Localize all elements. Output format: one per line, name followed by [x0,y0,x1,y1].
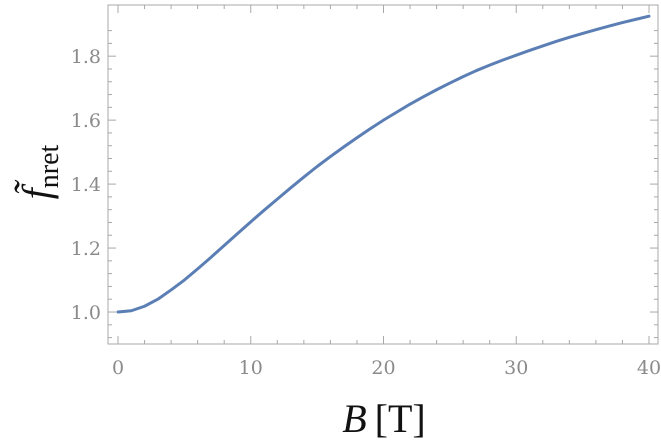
data-point [608,25,610,27]
data-point [250,221,252,223]
y-tick-label: 1.4 [71,174,101,196]
data-point [436,89,438,91]
y-tick-label: 1.6 [71,110,101,132]
x-axis-title: B [T] [342,396,426,441]
data-point [144,305,146,307]
data-point [409,103,411,105]
data-point [117,311,119,313]
y-tick-label: 1.0 [71,302,101,324]
data-point [396,111,398,113]
data-point [422,96,424,98]
y-axis-subscript: nret [34,144,65,188]
data-point [621,22,623,24]
x-tick-label: 0 [112,357,124,379]
data-point [130,310,132,312]
data-point [462,76,464,78]
series-points [117,15,650,313]
x-tick-label: 10 [239,357,263,379]
data-point [210,256,212,258]
x-tick-label: 40 [637,357,661,379]
data-point [157,298,159,300]
data-point [648,15,650,17]
x-axis-symbol: B [342,396,366,441]
y-tick-labels: 1.0 1.2 1.4 1.6 1.8 [71,46,101,324]
data-point [343,146,345,148]
data-point [502,59,504,61]
data-point [170,289,172,291]
data-point [542,45,544,47]
y-tick-label: 1.8 [71,46,101,68]
data-point [276,198,278,200]
x-axis-unit: [T] [375,396,426,441]
data-point [529,49,531,51]
data-point [223,244,225,246]
data-point [329,156,331,158]
data-point [449,82,451,84]
data-point [582,32,584,34]
data-point [183,279,185,281]
data-point [555,40,557,42]
data-point [356,137,358,139]
data-point [515,54,517,56]
plot-frame [107,4,659,345]
data-point [635,18,637,20]
data-point [369,128,371,130]
data-point [568,36,570,38]
data-point [383,119,384,121]
y-tick-label: 1.2 [71,238,101,260]
series-line [116,14,651,314]
x-tick-labels: 0 10 20 30 40 [112,357,661,379]
data-point [197,268,199,270]
data-point [316,166,318,168]
data-point [236,233,238,235]
axis-ticks [108,5,658,344]
data-point [263,209,265,211]
data-point [595,29,597,31]
x-tick-label: 20 [371,357,395,379]
data-point [489,64,491,66]
data-point [290,187,292,189]
data-point [303,176,305,178]
data-point [475,70,477,72]
y-axis-title: f̃nret [14,144,65,199]
x-tick-label: 30 [504,357,528,379]
